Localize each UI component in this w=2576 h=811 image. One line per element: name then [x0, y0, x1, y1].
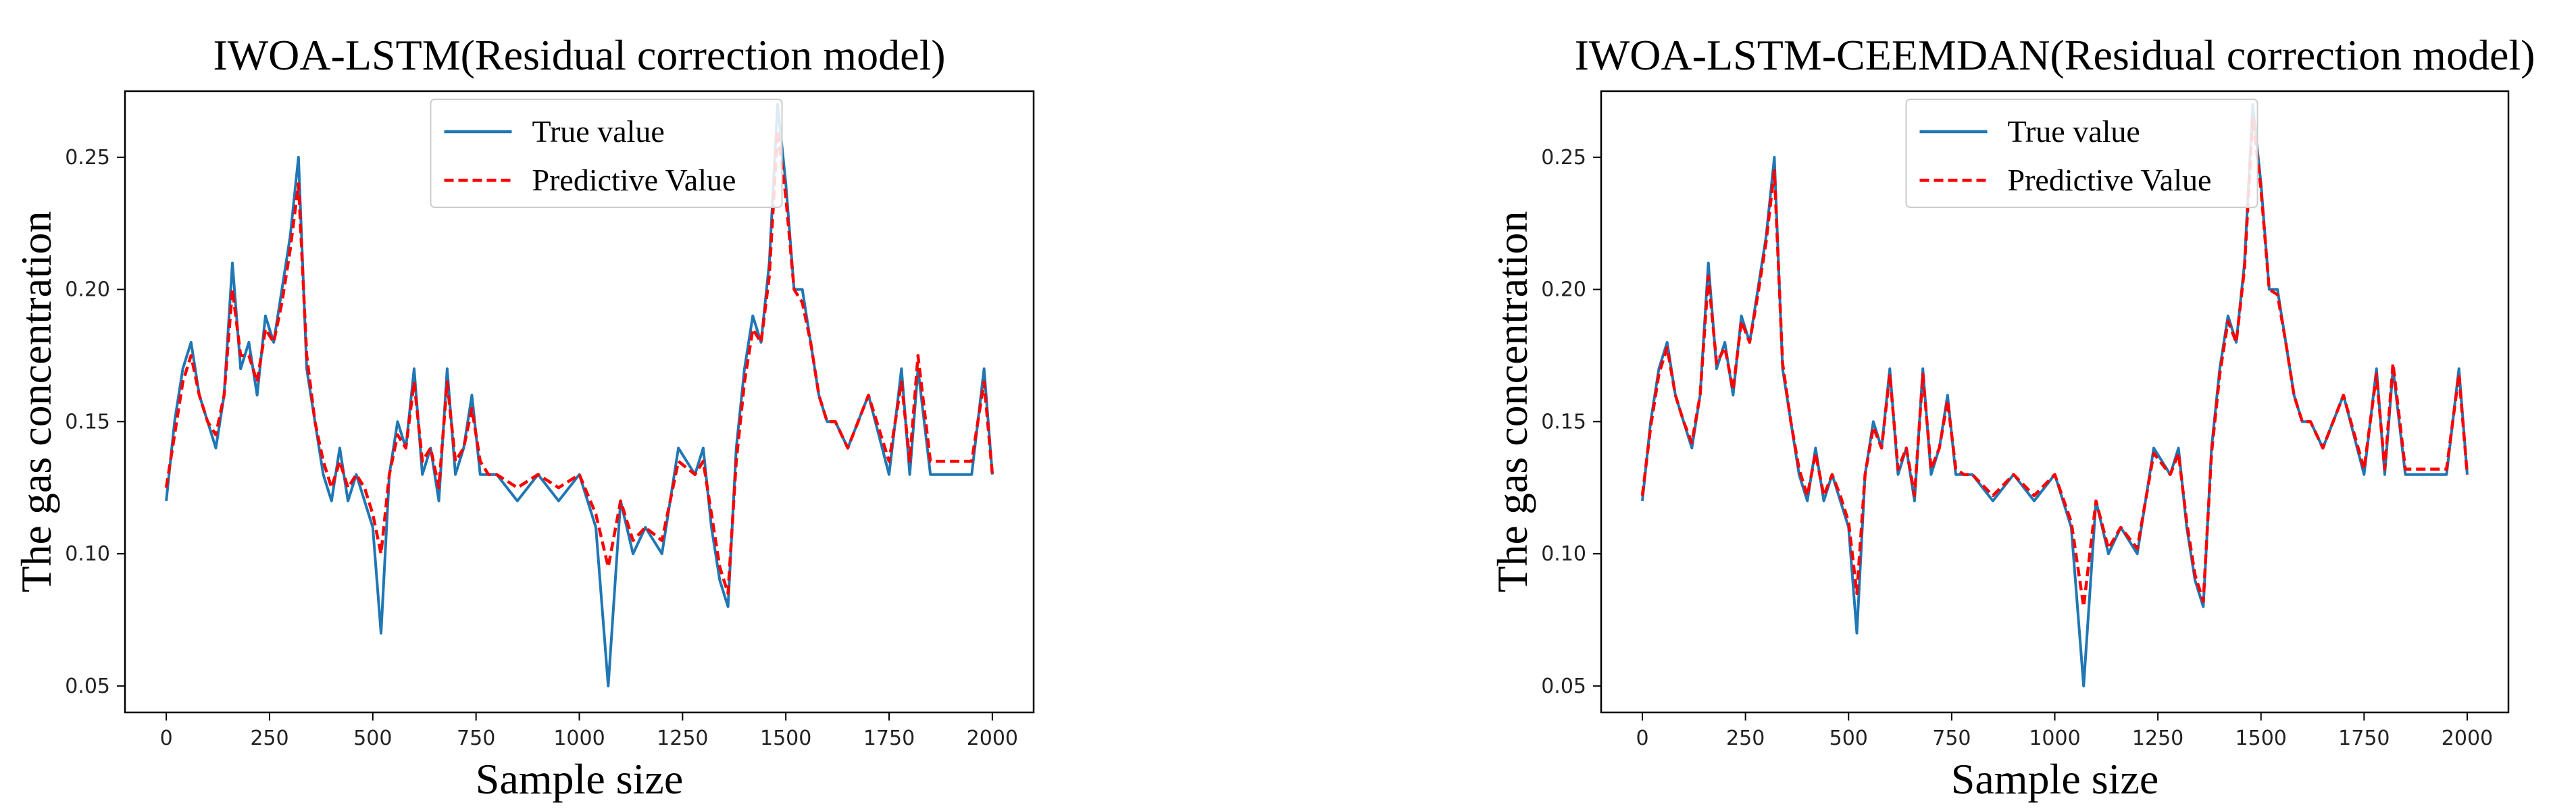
- chart-title: IWOA-LSTM-CEEMDAN(Residual correction mo…: [1575, 31, 2535, 79]
- y-tick-label: 0.20: [65, 278, 110, 302]
- y-axis-label: The gas concentration: [12, 211, 60, 592]
- y-tick-label: 0.15: [65, 410, 110, 434]
- series-line-predictive-value: [1640, 115, 2469, 608]
- legend-label: True value: [532, 114, 665, 149]
- x-tick-label: 1500: [2236, 727, 2287, 750]
- chart-left: IWOA-LSTM(Residual correction model) 0 250…: [12, 31, 1035, 803]
- y-tick-label: 0.05: [1541, 675, 1586, 698]
- legend: [430, 99, 783, 208]
- y-tick-label: 0.10: [1541, 542, 1586, 566]
- legend-label: True value: [2008, 114, 2140, 149]
- legend-label: Predictive Value: [2008, 163, 2212, 197]
- x-tick-label: 1250: [657, 727, 708, 750]
- x-axis-label: Sample size: [476, 755, 683, 803]
- x-tick-label: 750: [457, 727, 495, 750]
- y-axis-label: The gas concentration: [1488, 211, 1536, 592]
- x-tick-label: 2000: [2442, 727, 2493, 750]
- x-tick-label: 250: [250, 727, 288, 750]
- legend: [1905, 99, 2258, 208]
- x-tick-label: 750: [1932, 727, 1971, 750]
- x-tick-label: 250: [1726, 727, 1765, 750]
- x-axis-label: Sample size: [1951, 755, 2158, 803]
- x-tick-label: 1250: [2132, 727, 2183, 750]
- x-tick-label: 2000: [967, 727, 1018, 750]
- y-tick-label: 0.25: [65, 146, 110, 169]
- chart-right: IWOA-LSTM-CEEMDAN(Residual correction mo…: [1488, 31, 2535, 803]
- x-tick-label: 1000: [553, 727, 605, 750]
- x-tick-label: 500: [353, 727, 392, 750]
- x-tick-label: 1500: [760, 727, 811, 750]
- series-line-predictive-value: [164, 129, 994, 596]
- x-tick-label: 500: [1829, 727, 1868, 750]
- x-tick-label: 0: [160, 727, 173, 750]
- y-tick-label: 0.05: [65, 675, 110, 698]
- chart-title: IWOA-LSTM(Residual correction model): [213, 31, 945, 79]
- legend-label: Predictive Value: [532, 163, 736, 197]
- y-tick-label: 0.15: [1541, 410, 1586, 434]
- y-tick-label: 0.10: [65, 542, 110, 566]
- x-tick-label: 1750: [863, 727, 915, 750]
- y-tick-label: 0.20: [1541, 278, 1586, 302]
- x-tick-label: 0: [1636, 727, 1648, 750]
- x-tick-label: 1750: [2338, 727, 2390, 750]
- y-tick-label: 0.25: [1541, 146, 1586, 169]
- x-tick-label: 1000: [2029, 727, 2080, 750]
